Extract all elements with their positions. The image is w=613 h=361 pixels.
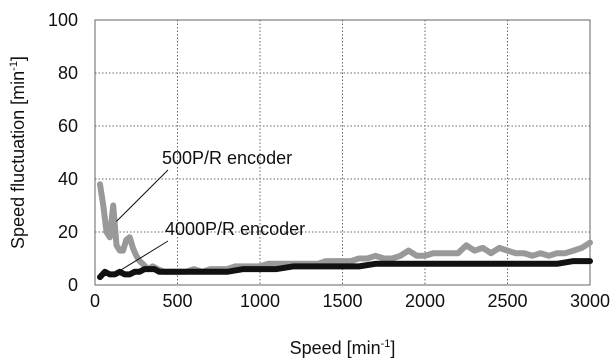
x-axis-label-sup: -1 xyxy=(381,338,391,350)
series-line-1 xyxy=(97,258,593,281)
y-tick-label-60: 60 xyxy=(58,116,78,136)
y-axis-label-sup: -1 xyxy=(8,61,20,71)
y-tick-label-0: 0 xyxy=(68,275,78,295)
annotation-layer: 500P/R encoder 4000P/R encoder xyxy=(116,148,305,273)
x-tick-label-3000: 3000 xyxy=(570,291,610,311)
leader-line-500pr xyxy=(116,169,169,222)
y-axis-label-end: ] xyxy=(8,56,28,61)
y-axis-label-main: Speed fluctuation [min xyxy=(8,71,28,249)
y-axis-label: Speed fluctuation [min-1] xyxy=(8,56,28,249)
plot-frame xyxy=(94,19,591,286)
y-tick-label-20: 20 xyxy=(58,222,78,242)
y-tick-label-100: 100 xyxy=(48,10,78,30)
x-axis-label-end: ] xyxy=(390,338,395,358)
x-tick-label-2500: 2500 xyxy=(487,291,527,311)
x-axis-label: Speed [min-1] xyxy=(290,338,396,358)
x-axis-label-main: Speed [min xyxy=(290,338,381,358)
annotation-500pr-encoder: 500P/R encoder xyxy=(162,148,292,168)
x-tick-label-0: 0 xyxy=(90,291,100,311)
grid xyxy=(95,20,590,285)
y-tick-label-80: 80 xyxy=(58,63,78,83)
y-tick-labels: 0 20 40 60 80 100 xyxy=(48,10,78,295)
x-tick-label-2000: 2000 xyxy=(405,291,445,311)
x-tick-label-1500: 1500 xyxy=(322,291,362,311)
leader-line-4000pr xyxy=(117,240,169,273)
series-layer xyxy=(97,181,593,281)
x-tick-labels: 0 500 1000 1500 2000 2500 3000 xyxy=(90,291,610,311)
x-tick-label-500: 500 xyxy=(162,291,192,311)
y-tick-label-40: 40 xyxy=(58,169,78,189)
x-tick-label-1000: 1000 xyxy=(240,291,280,311)
annotation-4000pr-encoder: 4000P/R encoder xyxy=(165,219,305,239)
